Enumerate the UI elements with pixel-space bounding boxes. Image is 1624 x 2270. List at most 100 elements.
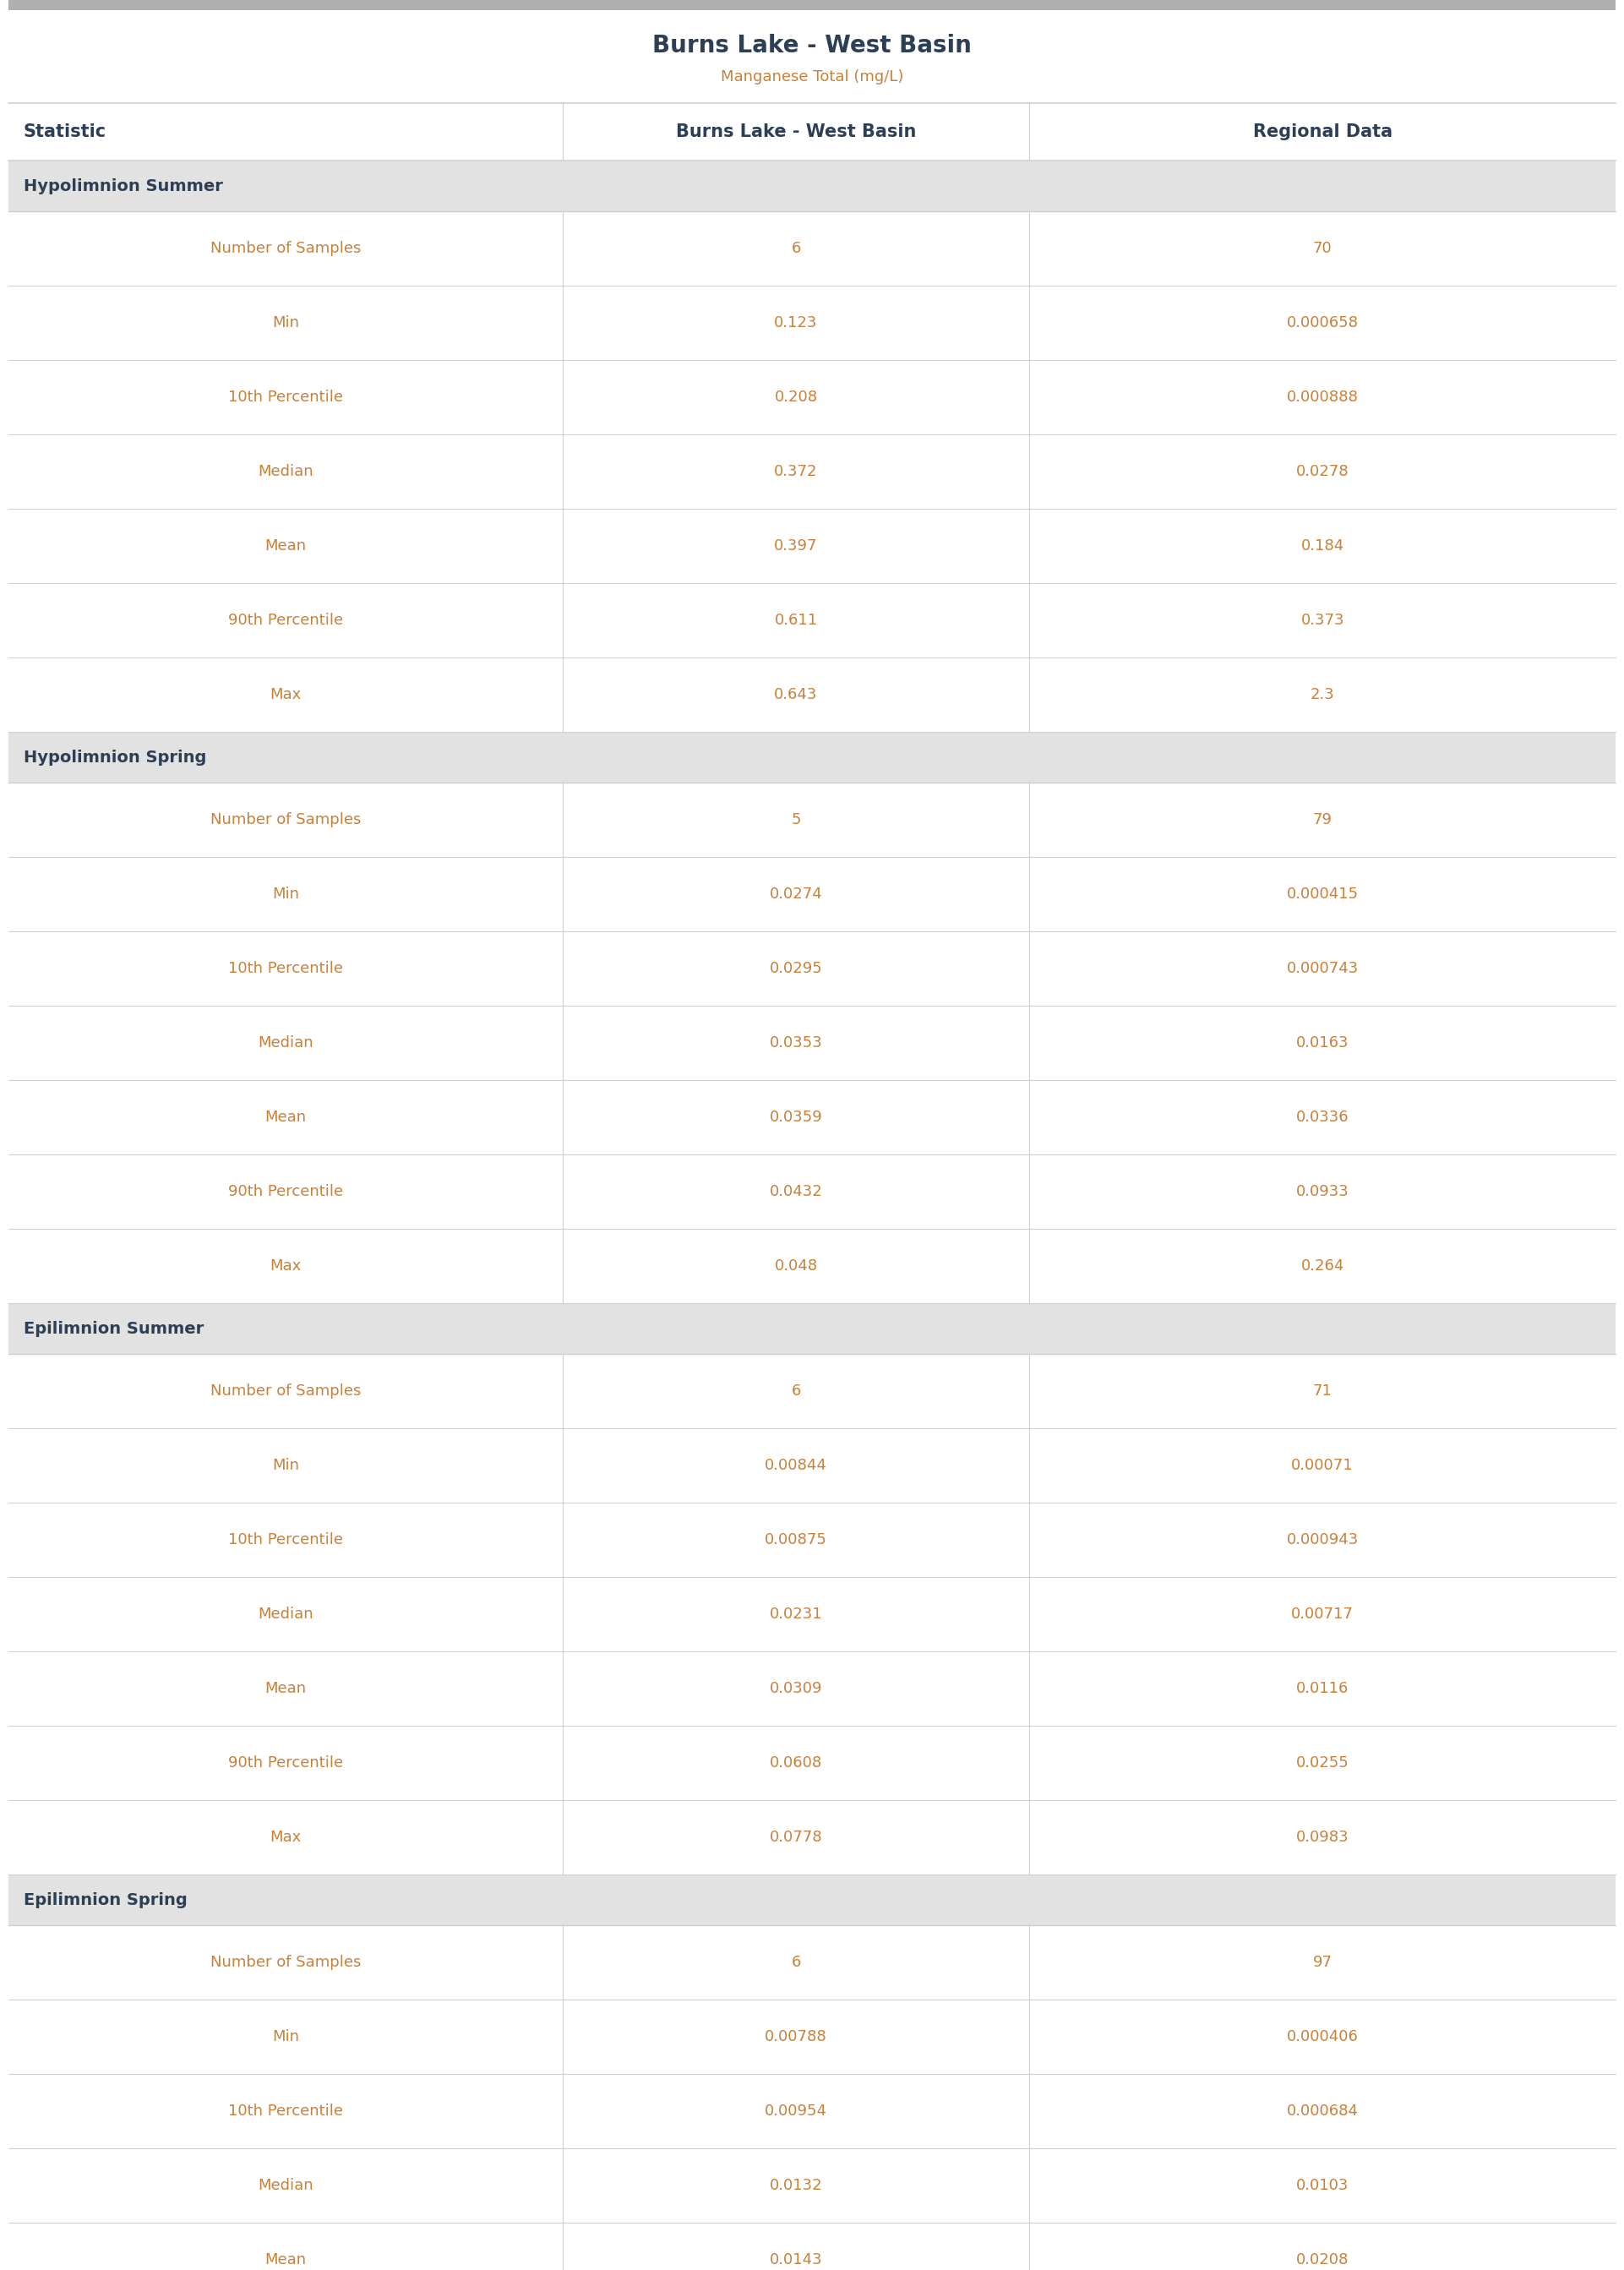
Text: 0.0295: 0.0295 bbox=[770, 960, 822, 976]
Text: 0.264: 0.264 bbox=[1301, 1258, 1345, 1273]
Text: 0.0359: 0.0359 bbox=[770, 1110, 822, 1126]
Text: 0.00717: 0.00717 bbox=[1291, 1607, 1354, 1621]
Text: 0.0132: 0.0132 bbox=[770, 2177, 822, 2193]
Text: 0.0143: 0.0143 bbox=[770, 2252, 822, 2268]
Text: Max: Max bbox=[270, 1830, 300, 1846]
Text: 6: 6 bbox=[791, 241, 801, 257]
Text: Min: Min bbox=[271, 1457, 299, 1473]
Text: 0.000943: 0.000943 bbox=[1286, 1532, 1359, 1548]
Text: Number of Samples: Number of Samples bbox=[209, 813, 361, 826]
Text: Min: Min bbox=[271, 316, 299, 331]
Text: 0.372: 0.372 bbox=[775, 463, 817, 479]
Text: Epilimnion Spring: Epilimnion Spring bbox=[23, 1891, 187, 1907]
Bar bbox=[8, 658, 1616, 731]
Bar bbox=[8, 1925, 1616, 2000]
Bar bbox=[8, 286, 1616, 361]
Text: 10th Percentile: 10th Percentile bbox=[227, 1532, 343, 1548]
Text: 0.208: 0.208 bbox=[775, 390, 817, 404]
Text: Burns Lake - West Basin: Burns Lake - West Basin bbox=[676, 123, 916, 141]
Text: 0.184: 0.184 bbox=[1301, 538, 1345, 554]
Text: Median: Median bbox=[258, 2177, 313, 2193]
Text: 6: 6 bbox=[791, 1382, 801, 1398]
Text: Number of Samples: Number of Samples bbox=[209, 241, 361, 257]
Text: 0.00954: 0.00954 bbox=[765, 2104, 827, 2118]
Text: 0.123: 0.123 bbox=[775, 316, 817, 331]
Text: Mean: Mean bbox=[265, 2252, 307, 2268]
Text: Manganese Total (mg/L): Manganese Total (mg/L) bbox=[721, 70, 903, 84]
Text: Min: Min bbox=[271, 888, 299, 901]
Text: 6: 6 bbox=[791, 1954, 801, 1970]
Text: 0.00844: 0.00844 bbox=[765, 1457, 827, 1473]
Text: 0.643: 0.643 bbox=[775, 688, 817, 701]
Bar bbox=[8, 1353, 1616, 1428]
Bar bbox=[8, 361, 1616, 434]
Text: Mean: Mean bbox=[265, 538, 307, 554]
Bar bbox=[8, 0, 1616, 9]
Text: Hypolimnion Summer: Hypolimnion Summer bbox=[23, 177, 222, 193]
Text: 0.000743: 0.000743 bbox=[1286, 960, 1359, 976]
Text: 79: 79 bbox=[1312, 813, 1332, 826]
Text: 0.0103: 0.0103 bbox=[1296, 2177, 1350, 2193]
Bar bbox=[8, 2147, 1616, 2222]
Text: 0.397: 0.397 bbox=[775, 538, 817, 554]
Bar bbox=[8, 211, 1616, 286]
Text: Statistic: Statistic bbox=[23, 123, 106, 141]
Bar bbox=[8, 1155, 1616, 1228]
Text: Mean: Mean bbox=[265, 1682, 307, 1696]
Bar bbox=[8, 1081, 1616, 1155]
Text: 0.0336: 0.0336 bbox=[1296, 1110, 1350, 1126]
Text: 10th Percentile: 10th Percentile bbox=[227, 960, 343, 976]
Bar bbox=[8, 161, 1616, 211]
Text: Regional Data: Regional Data bbox=[1252, 123, 1392, 141]
Text: 0.373: 0.373 bbox=[1301, 613, 1345, 629]
Text: 0.00071: 0.00071 bbox=[1291, 1457, 1353, 1473]
Text: 90th Percentile: 90th Percentile bbox=[227, 613, 343, 629]
Text: 0.0309: 0.0309 bbox=[770, 1682, 822, 1696]
Text: 0.0274: 0.0274 bbox=[770, 888, 822, 901]
Text: 71: 71 bbox=[1312, 1382, 1332, 1398]
Text: Median: Median bbox=[258, 463, 313, 479]
Bar bbox=[8, 2000, 1616, 2075]
Text: 0.000406: 0.000406 bbox=[1286, 2029, 1358, 2045]
Text: Burns Lake - West Basin: Burns Lake - West Basin bbox=[653, 34, 971, 57]
Text: Number of Samples: Number of Samples bbox=[209, 1382, 361, 1398]
Text: 70: 70 bbox=[1312, 241, 1332, 257]
Text: 0.0983: 0.0983 bbox=[1296, 1830, 1350, 1846]
Text: 0.0116: 0.0116 bbox=[1296, 1682, 1350, 1696]
Bar bbox=[8, 1650, 1616, 1725]
Text: 0.000658: 0.000658 bbox=[1286, 316, 1358, 331]
Bar bbox=[8, 434, 1616, 508]
Text: 0.000415: 0.000415 bbox=[1286, 888, 1358, 901]
Bar bbox=[8, 783, 1616, 858]
Bar bbox=[8, 731, 1616, 783]
Text: 0.000888: 0.000888 bbox=[1286, 390, 1358, 404]
Text: 0.048: 0.048 bbox=[775, 1258, 817, 1273]
Text: 0.000684: 0.000684 bbox=[1286, 2104, 1358, 2118]
Text: 0.0432: 0.0432 bbox=[770, 1185, 822, 1199]
Text: 0.0208: 0.0208 bbox=[1296, 2252, 1350, 2268]
Text: 0.611: 0.611 bbox=[775, 613, 817, 629]
Text: 10th Percentile: 10th Percentile bbox=[227, 2104, 343, 2118]
Text: 2.3: 2.3 bbox=[1311, 688, 1335, 701]
Bar bbox=[8, 2222, 1616, 2270]
Bar bbox=[8, 931, 1616, 1006]
Bar bbox=[8, 583, 1616, 658]
Text: Epilimnion Summer: Epilimnion Summer bbox=[23, 1321, 203, 1337]
Text: Min: Min bbox=[271, 2029, 299, 2045]
Text: 0.0353: 0.0353 bbox=[770, 1035, 822, 1051]
Text: 0.0231: 0.0231 bbox=[770, 1607, 822, 1621]
Text: Hypolimnion Spring: Hypolimnion Spring bbox=[23, 749, 206, 765]
Text: 5: 5 bbox=[791, 813, 801, 826]
Text: 0.0933: 0.0933 bbox=[1296, 1185, 1350, 1199]
Text: Median: Median bbox=[258, 1607, 313, 1621]
Text: 0.0278: 0.0278 bbox=[1296, 463, 1350, 479]
Text: 0.0778: 0.0778 bbox=[770, 1830, 822, 1846]
Text: Max: Max bbox=[270, 1258, 300, 1273]
Bar bbox=[8, 1578, 1616, 1650]
Text: 0.0163: 0.0163 bbox=[1296, 1035, 1350, 1051]
Text: Max: Max bbox=[270, 688, 300, 701]
Text: 0.0255: 0.0255 bbox=[1296, 1755, 1350, 1771]
Bar bbox=[8, 1006, 1616, 1081]
Text: Number of Samples: Number of Samples bbox=[209, 1954, 361, 1970]
Bar bbox=[8, 1503, 1616, 1578]
